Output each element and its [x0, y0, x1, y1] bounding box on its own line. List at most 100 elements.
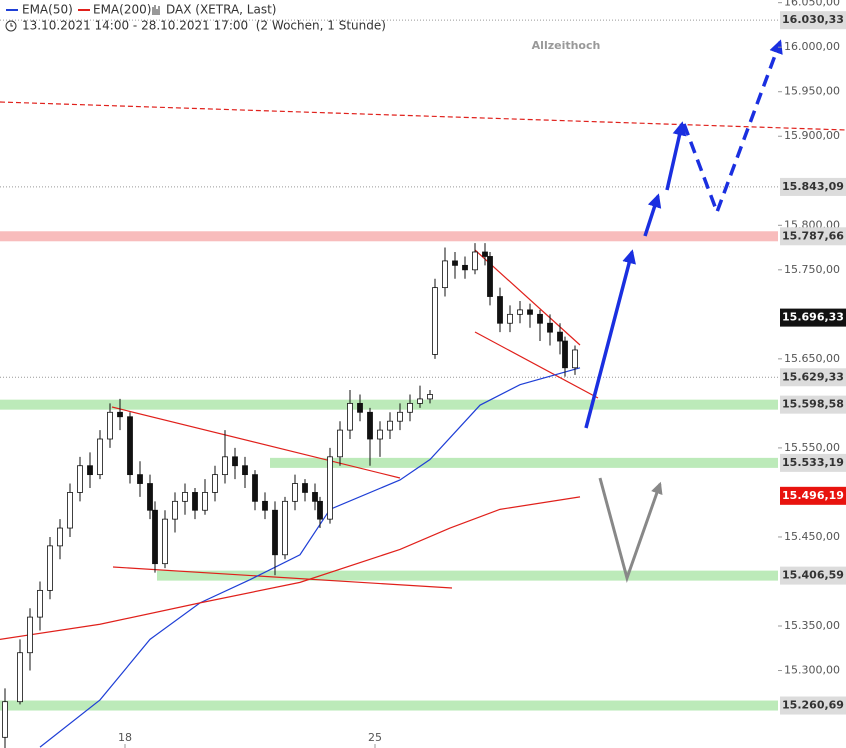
candle-body [472, 251, 478, 271]
level-label: 15.406,59 [782, 569, 844, 582]
candle-body [182, 492, 188, 502]
ema-line [39, 367, 581, 748]
clock-icon [10, 23, 13, 27]
candle-body [347, 402, 353, 431]
levels [0, 19, 778, 711]
y-tick-label: 15.350,00 [784, 619, 840, 632]
candle-body [517, 309, 523, 315]
chart-title: DAX (XETRA, Last) [166, 3, 276, 17]
level-label: 15.260,69 [782, 699, 844, 712]
chart-subtitle: 13.10.2021 14:00 - 28.10.2021 17:00 (2 W… [22, 19, 386, 33]
candle-body [547, 322, 553, 333]
candle-body [397, 411, 403, 422]
trend-line [112, 566, 453, 589]
ema-line [0, 496, 581, 640]
candle-body [137, 474, 143, 484]
candle-body [272, 509, 278, 556]
candle-body [337, 429, 343, 458]
candle-body [537, 313, 543, 324]
level-box [780, 696, 846, 715]
candle-body [222, 456, 228, 476]
arrow [665, 121, 687, 191]
y-tick-label: 15.750,00 [784, 263, 840, 276]
candle-body [202, 492, 208, 511]
y-tick-label: 15.950,00 [784, 85, 840, 98]
x-tick-label: 18 [118, 731, 132, 744]
legend-label: EMA(200) [93, 3, 151, 17]
candle-body [572, 349, 578, 369]
trend-line [111, 406, 401, 479]
arrow [584, 249, 636, 429]
y-tick-label: 16.050,00 [784, 0, 840, 9]
candle-body [282, 500, 288, 556]
candle-body [302, 483, 308, 493]
level-label: 15.496,19 [782, 489, 844, 502]
candle-body [27, 616, 33, 654]
clock-icon [5, 20, 17, 32]
level-label: 15.696,33 [782, 311, 844, 324]
candle-body [152, 509, 158, 565]
candle-body [242, 465, 248, 476]
candle-body [442, 260, 448, 289]
candle-body [262, 500, 268, 511]
y-axis: 16.050,00 16.000,00 15.950,00 15.900,00 15.8… [118, 0, 846, 748]
candle-body [327, 456, 333, 520]
level-label: 15.787,66 [782, 229, 844, 242]
candle-body [117, 411, 123, 418]
y-tick-label: 16.000,00 [784, 40, 840, 53]
level-box [780, 368, 846, 387]
candle-body [292, 483, 298, 502]
arrows [584, 39, 783, 584]
candle-body [77, 465, 83, 493]
candle-body [407, 402, 413, 413]
candle-body [497, 296, 503, 324]
candle-body [67, 492, 73, 529]
level-box [780, 395, 846, 414]
candle-body [252, 474, 258, 502]
x-tick-label: 25 [368, 731, 382, 744]
candle-body [127, 416, 133, 476]
level-box [780, 566, 846, 585]
level-band [0, 399, 778, 410]
candle-body [47, 545, 53, 591]
candle-body [387, 420, 393, 431]
candle-body [482, 251, 488, 257]
header: EMA(50) EMA(200) DAX (XETRA, Last) 13.10… [5, 3, 386, 33]
arrow [643, 193, 662, 237]
candle-body [87, 465, 93, 476]
candle-body [232, 456, 238, 467]
candle-body [162, 518, 168, 565]
arrow [598, 477, 663, 584]
level-box [780, 308, 846, 327]
y-tick-label: 15.900,00 [784, 129, 840, 142]
level-band [270, 457, 778, 468]
candle-body [107, 411, 113, 440]
candle-body [17, 652, 23, 703]
candle-body [212, 474, 218, 493]
icon [152, 5, 160, 15]
trendlines [0, 101, 846, 589]
level-box [780, 227, 846, 246]
level-box [780, 177, 846, 196]
candle-body [317, 500, 323, 520]
level-box [780, 11, 846, 30]
candle-body [432, 287, 438, 355]
level-label: 15.598,58 [782, 398, 844, 411]
candle-body [427, 394, 433, 400]
resistance-line [0, 101, 846, 131]
candle-body [192, 492, 198, 511]
candle-body [57, 527, 63, 547]
annotation: Allzeithoch [532, 39, 601, 52]
level-band [0, 700, 778, 711]
y-tick-label: 15.450,00 [784, 530, 840, 543]
level-label: 15.843,09 [782, 180, 844, 193]
y-tick-label: 15.550,00 [784, 441, 840, 454]
y-tick-label: 15.650,00 [784, 352, 840, 365]
candle-body [527, 309, 533, 315]
candle-body [172, 500, 178, 520]
candle-body [562, 340, 568, 369]
candle-body [37, 589, 43, 618]
arrow [682, 39, 783, 218]
candle-body [557, 331, 563, 342]
